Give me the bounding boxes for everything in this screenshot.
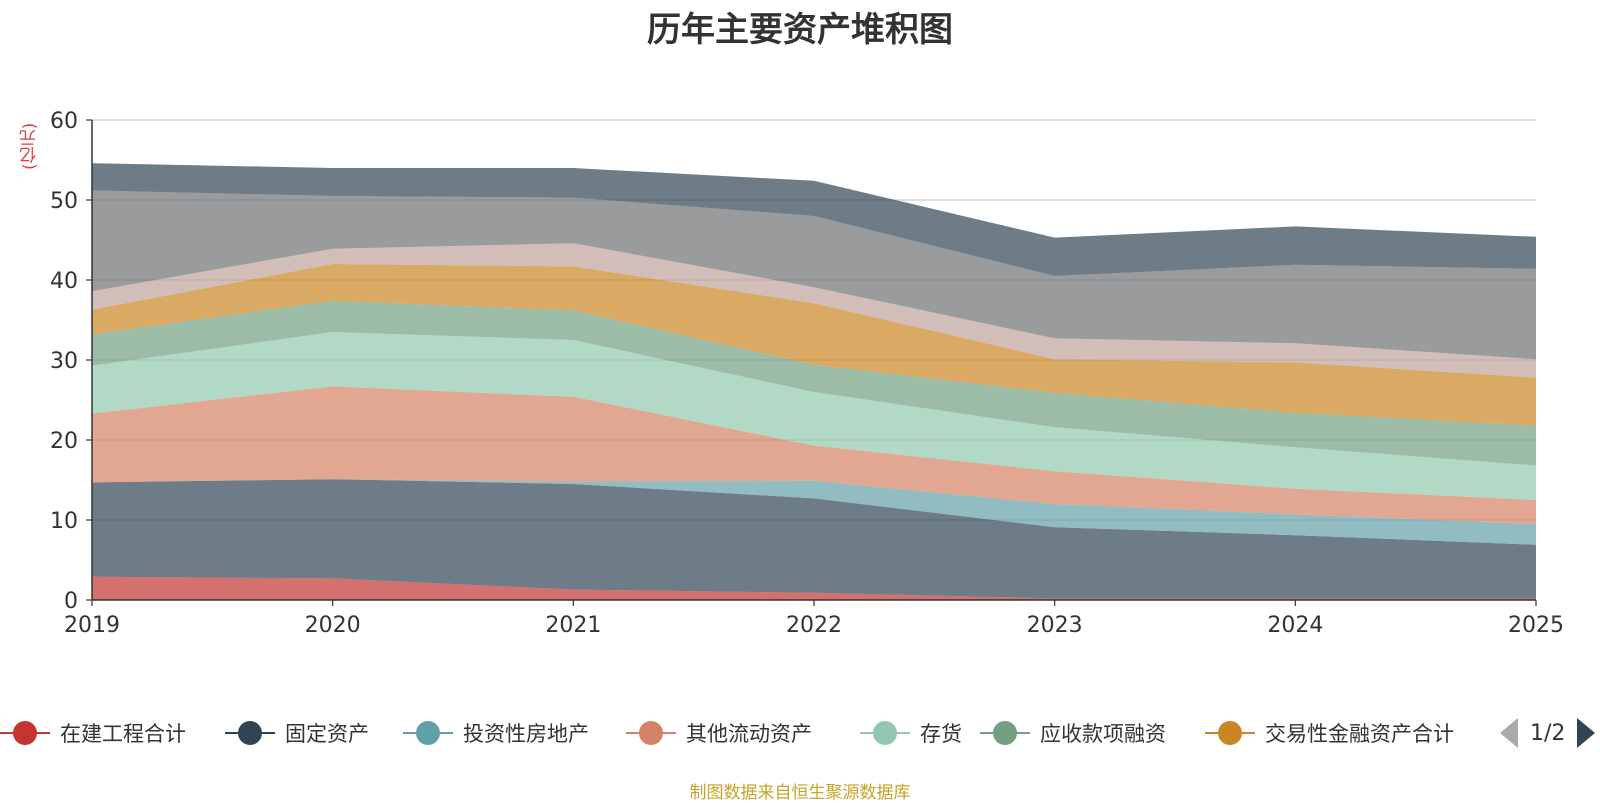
legend-item[interactable]: 应收款项融资 — [980, 713, 1166, 753]
legend-item[interactable]: 固定资产 — [225, 713, 369, 753]
legend-next-page-button[interactable] — [1577, 718, 1596, 748]
y-tick-label: 40 — [50, 269, 78, 294]
legend: 在建工程合计 固定资产 投资性房地产 其他流动资产 存货 应收款项融资 交易性金融资产合计 — [0, 713, 1600, 753]
y-tick-label: 50 — [50, 189, 78, 214]
legend-swatch-dot — [873, 721, 897, 745]
area-series-6 — [92, 300, 1536, 466]
legend-item[interactable]: 存货 — [860, 713, 962, 753]
y-tick-label: 60 — [50, 109, 78, 134]
legend-label: 应收款项融资 — [1040, 722, 1166, 746]
area-series-1 — [92, 576, 1536, 600]
legend-label: 在建工程合计 — [60, 722, 186, 746]
y-tick-label: 10 — [50, 509, 78, 534]
legend-label: 固定资产 — [285, 722, 369, 746]
legend-swatch-icon — [0, 718, 50, 748]
stacked-area-chart: 0 10 20 30 40 50 60 2019 2020 2021 2022 2023 2024 202… — [50, 109, 1564, 638]
area-series-3 — [92, 479, 1536, 545]
legend-label: 投资性房地产 — [463, 722, 589, 746]
y-tick-label: 0 — [64, 589, 78, 614]
legend-swatch-dot — [639, 721, 663, 745]
legend-swatch-dot — [13, 721, 37, 745]
area-series-10 — [92, 163, 1536, 276]
chart-title: 历年主要资产堆积图 — [647, 10, 953, 50]
legend-label: 其他流动资产 — [686, 722, 812, 746]
y-tick-label: 20 — [50, 429, 78, 454]
x-tick-label: 2019 — [64, 613, 120, 638]
legend-swatch-icon — [980, 718, 1030, 748]
legend-swatch-icon — [403, 718, 453, 748]
legend-pager: 1/2 — [1500, 716, 1596, 750]
source-note: 制图数据来自恒生聚源数据库 — [689, 783, 911, 803]
x-tick-label: 2024 — [1267, 613, 1323, 638]
legend-page-indicator: 1/2 — [1530, 720, 1566, 746]
legend-swatch-icon — [860, 718, 910, 748]
legend-swatch-icon — [1205, 718, 1255, 748]
area-series-layer — [92, 163, 1536, 600]
x-tick-label: 2023 — [1027, 613, 1083, 638]
area-series-4 — [92, 386, 1536, 524]
legend-swatch-dot — [238, 721, 262, 745]
legend-prev-page-button[interactable] — [1500, 718, 1518, 748]
legend-swatch-dot — [416, 721, 440, 745]
legend-item[interactable]: 交易性金融资产合计 — [1205, 713, 1454, 753]
area-series-5 — [92, 332, 1536, 500]
legend-item[interactable]: 投资性房地产 — [403, 713, 589, 753]
x-tick-label: 2021 — [545, 613, 601, 638]
area-series-2 — [92, 479, 1536, 599]
legend-label: 交易性金融资产合计 — [1265, 722, 1454, 746]
legend-swatch-dot — [993, 721, 1017, 745]
area-series-7 — [92, 264, 1536, 426]
legend-item[interactable]: 在建工程合计 — [0, 713, 186, 753]
legend-swatch-icon — [626, 718, 676, 748]
y-tick-label: 30 — [50, 349, 78, 374]
x-tick-label: 2022 — [786, 613, 842, 638]
area-series-9 — [92, 190, 1536, 360]
x-tick-label: 2020 — [305, 613, 361, 638]
legend-swatch-icon — [225, 718, 275, 748]
x-tick-label: 2025 — [1508, 613, 1564, 638]
legend-label: 存货 — [920, 722, 962, 746]
area-series-8 — [92, 243, 1536, 378]
axes: 0 10 20 30 40 50 60 2019 2020 2021 2022 2023 2024 202… — [50, 109, 1564, 638]
legend-item[interactable]: 其他流动资产 — [626, 713, 812, 753]
legend-swatch-dot — [1218, 721, 1242, 745]
